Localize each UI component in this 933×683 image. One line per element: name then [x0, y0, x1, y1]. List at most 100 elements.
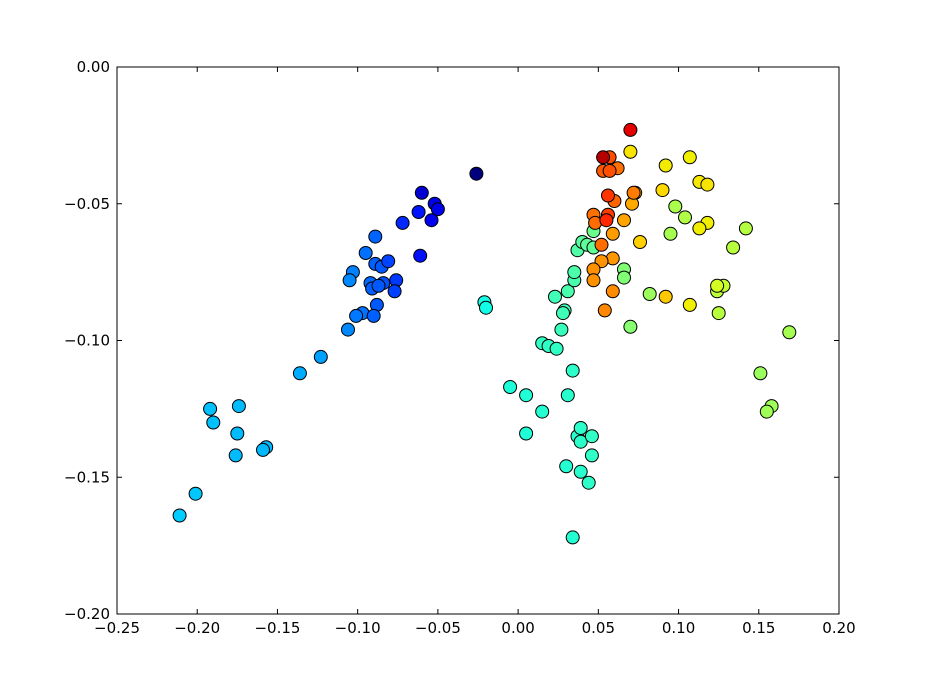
scatter-point: [753, 366, 768, 381]
scatter-point: [313, 349, 328, 364]
scatter-point: [231, 399, 246, 414]
scatter-point: [682, 150, 697, 165]
x-tick-label: 0.20: [822, 619, 855, 637]
scatter-point: [623, 144, 638, 159]
scatter-point: [597, 303, 612, 318]
y-tick-label: −0.05: [64, 195, 110, 213]
scatter-point: [206, 415, 221, 430]
scatter-point: [549, 341, 564, 356]
scatter-point: [413, 248, 428, 263]
scatter-point: [567, 265, 582, 280]
scatter-point: [203, 401, 218, 416]
plot-area: [117, 67, 839, 614]
scatter-point: [700, 177, 715, 192]
x-tick-label: −0.10: [335, 619, 381, 637]
scatter-point: [711, 306, 726, 321]
scatter-point: [678, 210, 692, 225]
scatter-point: [560, 388, 575, 403]
scatter-point: [469, 166, 484, 181]
scatter-point: [782, 325, 797, 340]
scatter-point: [738, 221, 753, 236]
y-tick-label: −0.20: [64, 605, 110, 623]
scatter-point: [626, 185, 641, 200]
scatter-point: [633, 235, 647, 249]
scatter-point: [605, 284, 620, 299]
scatter-point: [565, 363, 580, 378]
scatter-point: [414, 185, 429, 200]
scatter-point: [599, 213, 614, 228]
x-tick-label: 0.15: [742, 619, 775, 637]
scatter-point: [601, 188, 615, 203]
scatter-point: [759, 404, 774, 419]
axis-ticks: −0.25 −0.20 −0.15 −0.10 −0.05 0.00 0.05 0.10 0.1…: [64, 58, 856, 637]
scatter-point: [581, 475, 596, 490]
scatter-point: [424, 213, 439, 228]
scatter-point: [519, 388, 534, 403]
y-tick-label: 0.00: [77, 58, 110, 76]
scatter-point: [617, 213, 631, 228]
scatter-point: [503, 380, 518, 394]
scatter-point: [172, 508, 187, 523]
scatter-point: [605, 226, 620, 241]
scatter-point: [623, 319, 638, 334]
scatter-point: [479, 300, 493, 315]
scatter-point: [430, 202, 445, 217]
scatter-point: [368, 229, 383, 244]
scatter-point: [658, 289, 673, 304]
scatter-point: [256, 442, 270, 457]
scatter-point: [230, 426, 245, 441]
scatter-point: [381, 254, 396, 269]
scatter-point: [188, 486, 203, 501]
scatter-point: [556, 306, 570, 321]
scatter-point: [349, 308, 364, 323]
scatter-point: [519, 426, 534, 441]
scatter-point: [341, 322, 355, 337]
scatter-point: [560, 284, 575, 299]
x-tick-label: 0.00: [501, 619, 534, 637]
scatter-point: [658, 158, 673, 173]
x-tick-label: 0.05: [582, 619, 615, 637]
scatter-point: [565, 530, 580, 545]
scatter-point: [642, 287, 657, 301]
y-tick-label: −0.10: [64, 332, 110, 350]
scatter-point: [668, 199, 683, 214]
scatter-point: [366, 308, 381, 323]
scatter-point: [411, 205, 426, 219]
scatter-point: [548, 289, 562, 304]
scatter-point: [395, 215, 410, 230]
scatter-point: [292, 366, 307, 381]
y-tick-label: −0.15: [64, 468, 110, 486]
x-tick-label: −0.15: [254, 619, 300, 637]
scatter-point: [228, 448, 243, 463]
scatter-point: [710, 278, 725, 293]
scatter-point: [584, 448, 599, 463]
plot-frame: [116, 66, 840, 615]
scatter-point: [682, 297, 697, 312]
scatter-point: [342, 273, 357, 288]
x-tick-label: −0.05: [415, 619, 461, 637]
scatter-point: [573, 434, 588, 449]
scatter-point: [573, 464, 588, 479]
scatter-point: [371, 278, 386, 293]
data-points: [172, 122, 797, 545]
x-tick-label: −0.25: [94, 619, 140, 637]
scatter-point: [535, 404, 550, 419]
scatter-point: [559, 459, 574, 474]
scatter-point: [596, 150, 611, 165]
scatter-point: [554, 322, 569, 337]
scatter-point: [617, 270, 631, 285]
scatter-point: [726, 240, 741, 255]
x-tick-label: −0.20: [174, 619, 220, 637]
scatter-point: [584, 429, 599, 444]
scatter-point: [655, 183, 670, 198]
scatter-point: [358, 246, 373, 260]
scatter-point: [387, 284, 402, 299]
scatter-point: [602, 163, 617, 178]
scatter-point: [594, 237, 609, 252]
scatter-point: [623, 122, 638, 137]
scatter-point: [586, 273, 601, 288]
scatter-point: [692, 221, 707, 236]
scatter-point: [663, 226, 678, 241]
x-tick-label: 0.10: [662, 619, 695, 637]
